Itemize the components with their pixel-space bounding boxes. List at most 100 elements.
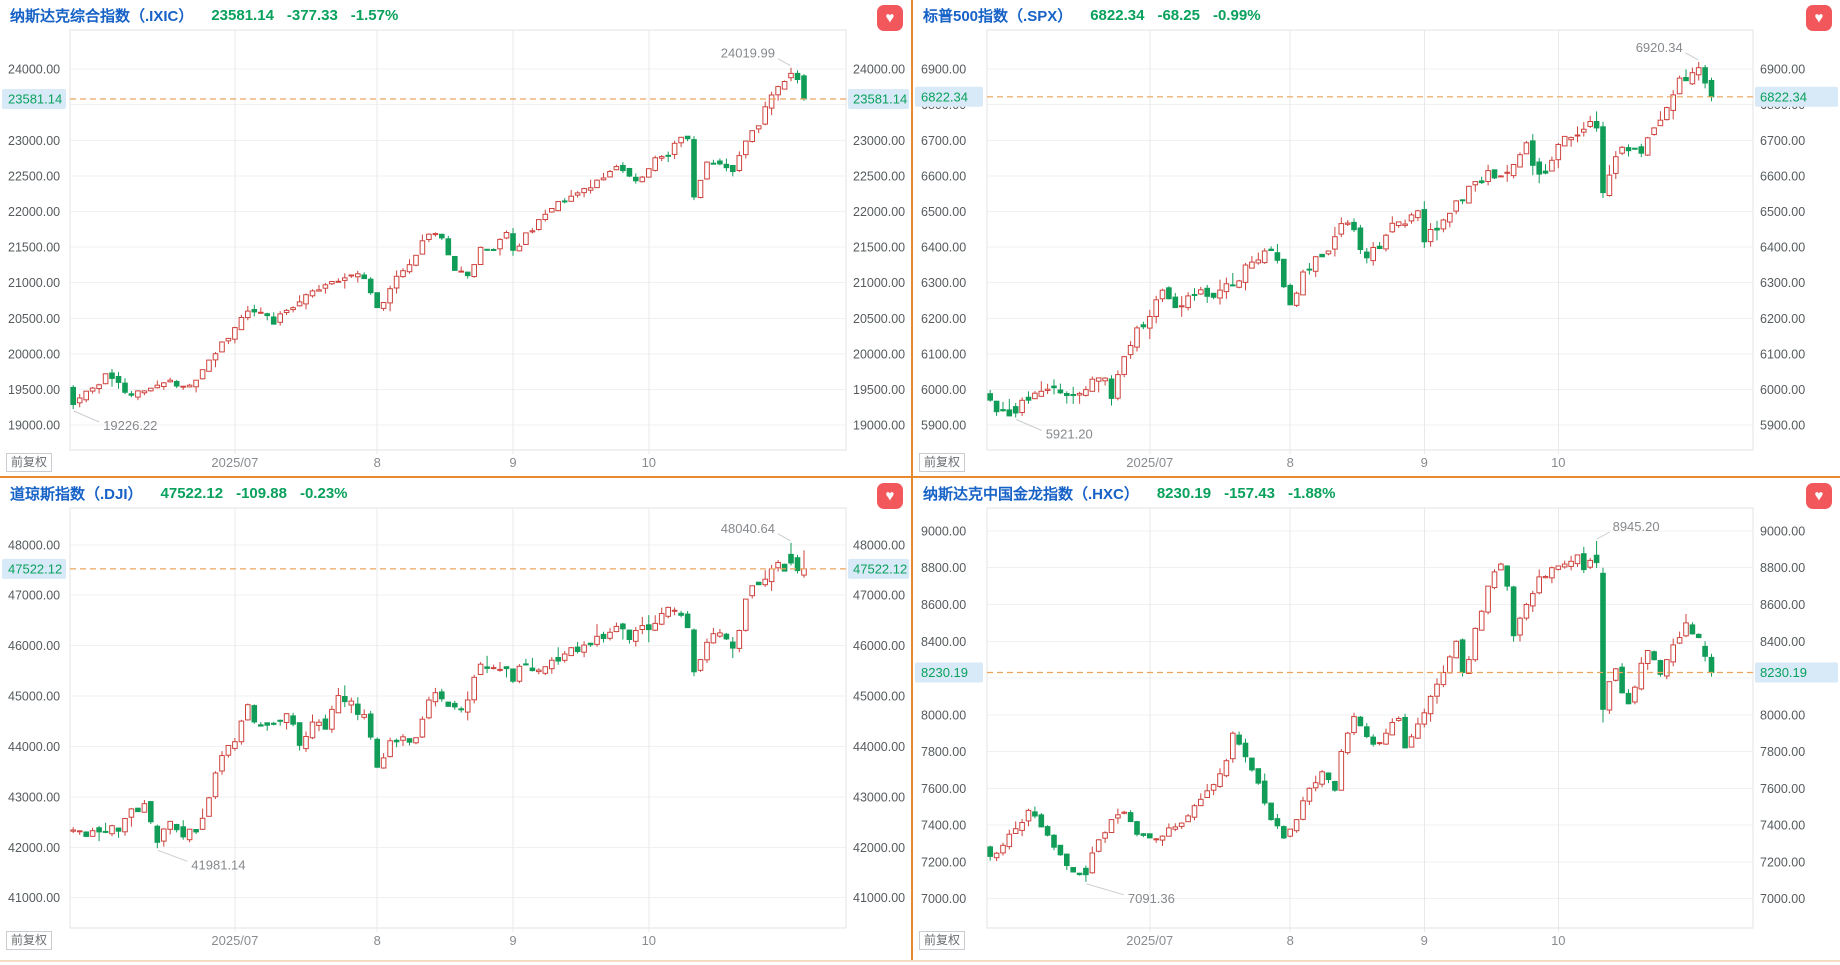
svg-text:7800.00: 7800.00 [1760,745,1805,759]
svg-text:19000.00: 19000.00 [853,419,905,433]
svg-text:41000.00: 41000.00 [853,891,905,905]
svg-text:8000.00: 8000.00 [1760,708,1805,722]
svg-text:24000.00: 24000.00 [853,63,905,77]
svg-text:8600.00: 8600.00 [921,598,966,612]
svg-text:21500.00: 21500.00 [853,241,905,255]
chart-panel-spx: 标普500指数（.SPX） 6822.34 -68.25 -0.99% ♥ 69… [913,0,1840,476]
svg-text:8800.00: 8800.00 [921,561,966,575]
svg-text:7000.00: 7000.00 [1760,892,1805,906]
chart-change: -68.25 [1157,6,1200,24]
svg-text:2025/07: 2025/07 [1126,933,1173,948]
svg-text:46000.00: 46000.00 [853,639,905,653]
svg-text:6500.00: 6500.00 [1760,205,1805,219]
svg-text:42000.00: 42000.00 [853,841,905,855]
chart-change: -377.33 [286,6,338,24]
svg-text:22000.00: 22000.00 [8,205,60,219]
svg-text:6600.00: 6600.00 [1760,169,1805,183]
chart-panel-hxc: 纳斯达克中国金龙指数（.HXC） 8230.19 -157.43 -1.88% … [913,478,1840,961]
svg-text:8800.00: 8800.00 [1760,561,1805,575]
chart-header: 道琼斯指数（.DJI） 47522.12 -109.88 -0.23% [0,478,361,508]
page-bottom-border [0,960,1840,962]
chart-change-pct: -1.88% [1287,484,1336,502]
svg-text:8: 8 [374,933,381,948]
svg-text:7400.00: 7400.00 [921,819,966,833]
svg-text:6200.00: 6200.00 [1760,312,1805,326]
svg-text:10: 10 [642,933,656,948]
svg-text:7600.00: 7600.00 [1760,782,1805,796]
price-adjustment-badge[interactable]: 前复权 [6,453,53,472]
svg-text:6300.00: 6300.00 [921,276,966,290]
svg-text:8400.00: 8400.00 [1760,635,1805,649]
chart-header: 纳斯达克综合指数（.IXIC） 23581.14 -377.33 -1.57% [0,0,411,30]
svg-text:8400.00: 8400.00 [921,635,966,649]
svg-text:8: 8 [374,455,381,470]
svg-text:6822.34: 6822.34 [921,89,968,104]
svg-text:48040.64: 48040.64 [721,521,775,536]
price-adjustment-badge[interactable]: 前复权 [6,931,53,950]
svg-text:21000.00: 21000.00 [853,276,905,290]
svg-text:8: 8 [1287,455,1294,470]
svg-text:43000.00: 43000.00 [8,790,60,804]
svg-text:22000.00: 22000.00 [853,205,905,219]
svg-text:9: 9 [1421,933,1428,948]
svg-text:6000.00: 6000.00 [1760,383,1805,397]
svg-text:6900.00: 6900.00 [921,63,966,77]
chart-price: 6822.34 [1090,6,1145,24]
svg-text:47000.00: 47000.00 [853,589,905,603]
candlestick-chart-spx[interactable]: 6920.34 5921.20 5900.00 5900.00 6000.00 6000.… [913,0,1840,476]
chart-panel-ixic: 纳斯达克综合指数（.IXIC） 23581.14 -377.33 -1.57% … [0,0,911,476]
svg-text:24000.00: 24000.00 [8,63,60,77]
favorite-heart-icon[interactable]: ♥ [877,483,903,509]
svg-text:19226.22: 19226.22 [103,418,157,433]
candlestick-chart-ixic[interactable]: 24019.99 19226.22 19000.00 19000.00 19500.00… [0,0,911,476]
chart-change-pct: -0.23% [299,484,348,502]
svg-text:7091.36: 7091.36 [1128,891,1175,906]
svg-text:6400.00: 6400.00 [921,241,966,255]
svg-text:7600.00: 7600.00 [921,782,966,796]
svg-text:10: 10 [642,455,656,470]
chart-change: -109.88 [236,484,287,502]
svg-text:24019.99: 24019.99 [721,46,775,61]
svg-text:42000.00: 42000.00 [8,841,60,855]
svg-text:19500.00: 19500.00 [853,383,905,397]
svg-text:8230.19: 8230.19 [921,665,968,680]
svg-text:6700.00: 6700.00 [921,134,966,148]
svg-text:8: 8 [1287,933,1294,948]
svg-text:6500.00: 6500.00 [921,205,966,219]
svg-text:6300.00: 6300.00 [1760,276,1805,290]
svg-text:9: 9 [509,933,516,948]
candlestick-chart-hxc[interactable]: 8945.20 7091.36 7000.00 7000.00 7200.00 7200.… [913,478,1840,961]
price-adjustment-badge[interactable]: 前复权 [919,931,966,950]
svg-text:8945.20: 8945.20 [1613,519,1660,534]
svg-text:2025/07: 2025/07 [211,455,258,470]
price-adjustment-badge[interactable]: 前复权 [919,453,966,472]
svg-text:7400.00: 7400.00 [1760,819,1805,833]
svg-text:44000.00: 44000.00 [853,740,905,754]
svg-text:23000.00: 23000.00 [8,134,60,148]
svg-text:9000.00: 9000.00 [1760,525,1805,539]
svg-text:6600.00: 6600.00 [921,169,966,183]
chart-change-pct: -0.99% [1213,6,1261,24]
svg-text:9: 9 [1421,455,1428,470]
svg-text:19000.00: 19000.00 [8,419,60,433]
svg-text:21000.00: 21000.00 [8,276,60,290]
svg-text:23581.14: 23581.14 [8,92,62,107]
svg-text:41981.14: 41981.14 [191,857,245,872]
svg-text:5900.00: 5900.00 [1760,419,1805,433]
candlestick-chart-dji[interactable]: 48040.64 41981.14 41000.00 41000.00 42000.00… [0,478,911,961]
svg-text:2025/07: 2025/07 [1126,455,1173,470]
chart-title: 道琼斯指数（.DJI） [10,485,143,503]
svg-text:2025/07: 2025/07 [211,933,258,948]
svg-text:45000.00: 45000.00 [853,690,905,704]
favorite-heart-icon[interactable]: ♥ [1806,483,1832,509]
chart-price: 23581.14 [211,6,274,24]
favorite-heart-icon[interactable]: ♥ [1806,5,1832,31]
chart-price: 47522.12 [160,484,224,502]
chart-panel-dji: 道琼斯指数（.DJI） 47522.12 -109.88 -0.23% ♥ 48… [0,478,911,961]
svg-text:6200.00: 6200.00 [921,312,966,326]
svg-text:5900.00: 5900.00 [921,419,966,433]
svg-text:44000.00: 44000.00 [8,740,60,754]
svg-text:23000.00: 23000.00 [853,134,905,148]
favorite-heart-icon[interactable]: ♥ [877,5,903,31]
